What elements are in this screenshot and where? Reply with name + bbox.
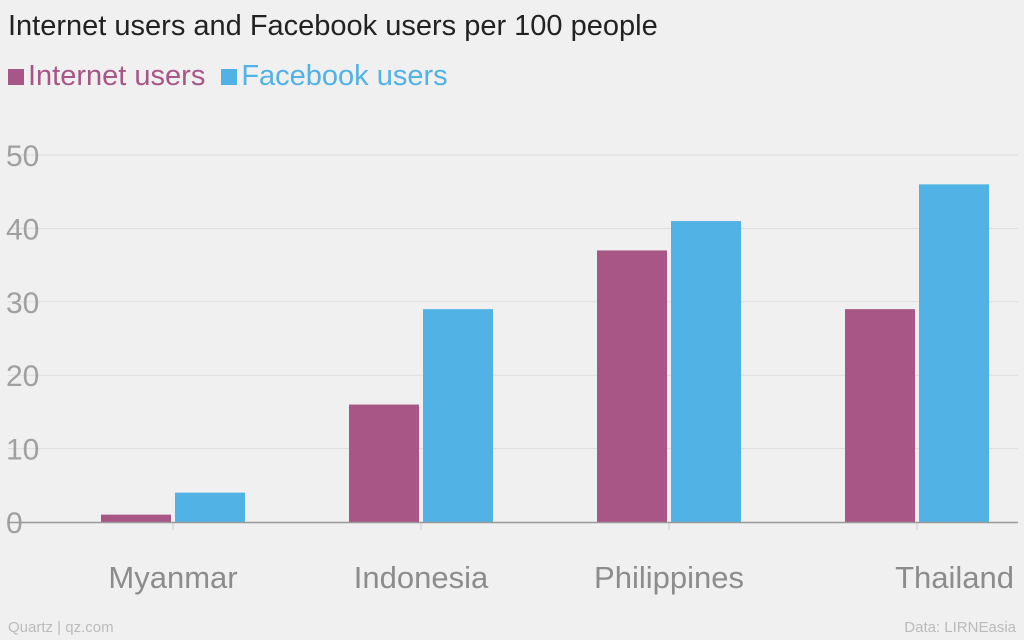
bar-philippines-facebook-users	[671, 221, 741, 522]
x-tick-label-indonesia: Indonesia	[354, 560, 489, 595]
footer-source-right: Data: LIRNEasia	[904, 619, 1016, 636]
y-tick-label-0: 0	[6, 507, 23, 540]
legend-label-internet-users: Internet users	[28, 60, 206, 92]
x-tick-label-thailand: Thailand	[895, 560, 1014, 595]
bar-myanmar-internet-users	[101, 514, 171, 522]
y-tick-label-50: 50	[6, 140, 39, 173]
bar-indonesia-facebook-users	[423, 309, 493, 522]
legend-swatch-internet-users	[8, 68, 24, 85]
legend-swatch-facebook-users	[221, 68, 238, 85]
y-tick-label-30: 30	[6, 287, 39, 320]
bar-myanmar-facebook-users	[175, 492, 245, 522]
bar-thailand-facebook-users	[919, 184, 989, 523]
x-tick-label-philippines: Philippines	[594, 560, 744, 595]
bar-thailand-internet-users	[845, 309, 915, 522]
legend: Internet users Facebook users	[8, 60, 464, 93]
legend-item-internet-users: Internet users	[8, 60, 205, 93]
x-tick-label-myanmar: Myanmar	[108, 560, 237, 595]
bar-indonesia-internet-users	[349, 404, 419, 522]
legend-label-facebook-users: Facebook users	[241, 60, 448, 92]
chart-title: Internet users and Facebook users per 10…	[8, 10, 658, 42]
y-tick-label-10: 10	[6, 434, 39, 467]
footer-source-left: Quartz | qz.com	[8, 619, 114, 636]
bar-philippines-internet-users	[597, 250, 667, 523]
y-tick-label-20: 20	[6, 360, 39, 393]
legend-item-facebook-users: Facebook users	[221, 60, 448, 93]
y-tick-label-40: 40	[6, 213, 39, 246]
